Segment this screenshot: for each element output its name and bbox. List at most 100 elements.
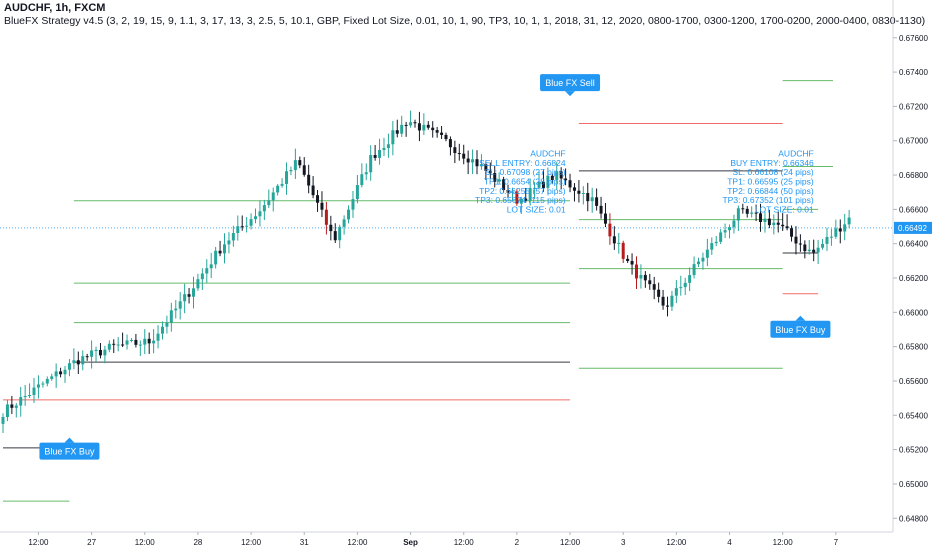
candle-body [417, 123, 421, 131]
candle-body [98, 349, 102, 356]
candle-body [5, 404, 9, 418]
candle-body [183, 294, 187, 302]
y-tick-label: 0.65200 [899, 446, 928, 455]
x-tick-label: Sep [403, 538, 418, 547]
y-tick-label: 0.66400 [899, 240, 928, 249]
candle-body [129, 339, 133, 341]
candle-body [435, 130, 439, 133]
candle-body [843, 224, 847, 232]
candle-body [112, 343, 116, 345]
candle-body [688, 275, 692, 283]
sell-info-line: TP3: 0.65674 (115 pips) [475, 195, 566, 205]
candle-body [697, 261, 701, 265]
sell-info-line: TP1: 0.6654 (28 pips) [484, 177, 566, 187]
x-tick-label: 12:00 [773, 538, 794, 547]
candle-body [825, 236, 829, 244]
candle-body [581, 192, 585, 194]
candle-body [475, 159, 479, 167]
signal-blue-fx-buy[interactable]: Blue FX Buy [39, 437, 100, 460]
candle-body [617, 242, 621, 244]
candle-body [670, 295, 674, 307]
candle-body [378, 149, 382, 158]
candle-body [209, 264, 213, 269]
candle-body [10, 404, 14, 408]
candle-body [125, 340, 129, 345]
candle-body [577, 190, 581, 194]
signal-blue-fx-sell[interactable]: Blue FX Sell [540, 74, 601, 97]
candle-body [444, 134, 448, 140]
candle-body [462, 153, 466, 159]
chart-symbol-title: AUDCHF, 1h, FXCM [4, 2, 106, 14]
candle-body [590, 197, 594, 202]
candle-body [364, 172, 368, 175]
y-tick-label: 0.67600 [899, 34, 928, 43]
y-tick-label: 0.67200 [899, 102, 928, 111]
candle-body [298, 160, 302, 166]
candle-body [838, 228, 842, 232]
candle-body [661, 296, 665, 306]
last-price-badge [894, 221, 932, 234]
candle-body [404, 124, 408, 126]
candle-body [205, 268, 209, 274]
candle-body [81, 356, 85, 365]
candle-body [276, 185, 280, 193]
x-tick-label: 27 [87, 538, 96, 547]
candle-body [293, 160, 297, 171]
candle-body [829, 236, 833, 238]
candle-body [19, 397, 23, 406]
candle-body [355, 185, 359, 200]
candle-body [533, 187, 537, 189]
candle-body [214, 250, 218, 265]
signal-label: Blue FX Sell [545, 78, 595, 88]
candles [1, 110, 851, 434]
candle-body [705, 249, 709, 258]
candle-body [564, 178, 568, 181]
candle-body [550, 175, 554, 181]
candle-body [302, 165, 306, 175]
candle-body [798, 243, 802, 245]
sell-info-line: SL: 0.67098 (27 pips) [484, 167, 565, 177]
candle-body [121, 344, 125, 346]
candle-body [453, 147, 457, 154]
candle-body [223, 244, 226, 254]
x-tick-label: 7 [834, 538, 839, 547]
candle-body [626, 258, 630, 261]
candle-body [502, 179, 506, 191]
signal-label: Blue FX Buy [44, 447, 95, 457]
candle-body [41, 383, 45, 385]
candle-body [351, 199, 355, 210]
candle-body [785, 226, 789, 229]
candle-body [537, 181, 541, 188]
x-tick-label: 31 [300, 538, 309, 547]
candle-body [816, 247, 820, 253]
candle-body [506, 190, 510, 193]
candle-body [227, 240, 231, 245]
candle-body [165, 322, 169, 327]
x-tick-label: 12:00 [560, 538, 581, 547]
candle-body [72, 360, 76, 364]
candle-body [471, 159, 475, 163]
candle-body [741, 208, 745, 210]
candle-body [360, 174, 364, 186]
candle-body [382, 148, 386, 150]
candle-body [316, 195, 320, 203]
candle-body [546, 175, 550, 188]
buy-info: AUDCHF BUY ENTRY: 0.66346 SL: 0.66108 (24 … [722, 149, 813, 215]
candle-body [245, 225, 249, 227]
buy-info-line: LOT SIZE: 0.01 [755, 204, 814, 214]
candle-body [85, 356, 89, 358]
candle-body [386, 144, 390, 149]
signal-blue-fx-buy[interactable]: Blue FX Buy [770, 315, 831, 338]
candle-body [559, 171, 563, 179]
candle-body [236, 226, 240, 234]
candle-body [134, 339, 138, 345]
buy-info-line: AUDCHF [778, 149, 813, 159]
candle-body [732, 220, 736, 228]
candle-body [621, 242, 625, 259]
candle-body [23, 396, 27, 398]
candle-body [657, 289, 661, 297]
candle-body [466, 158, 470, 163]
candle-body [457, 153, 461, 155]
